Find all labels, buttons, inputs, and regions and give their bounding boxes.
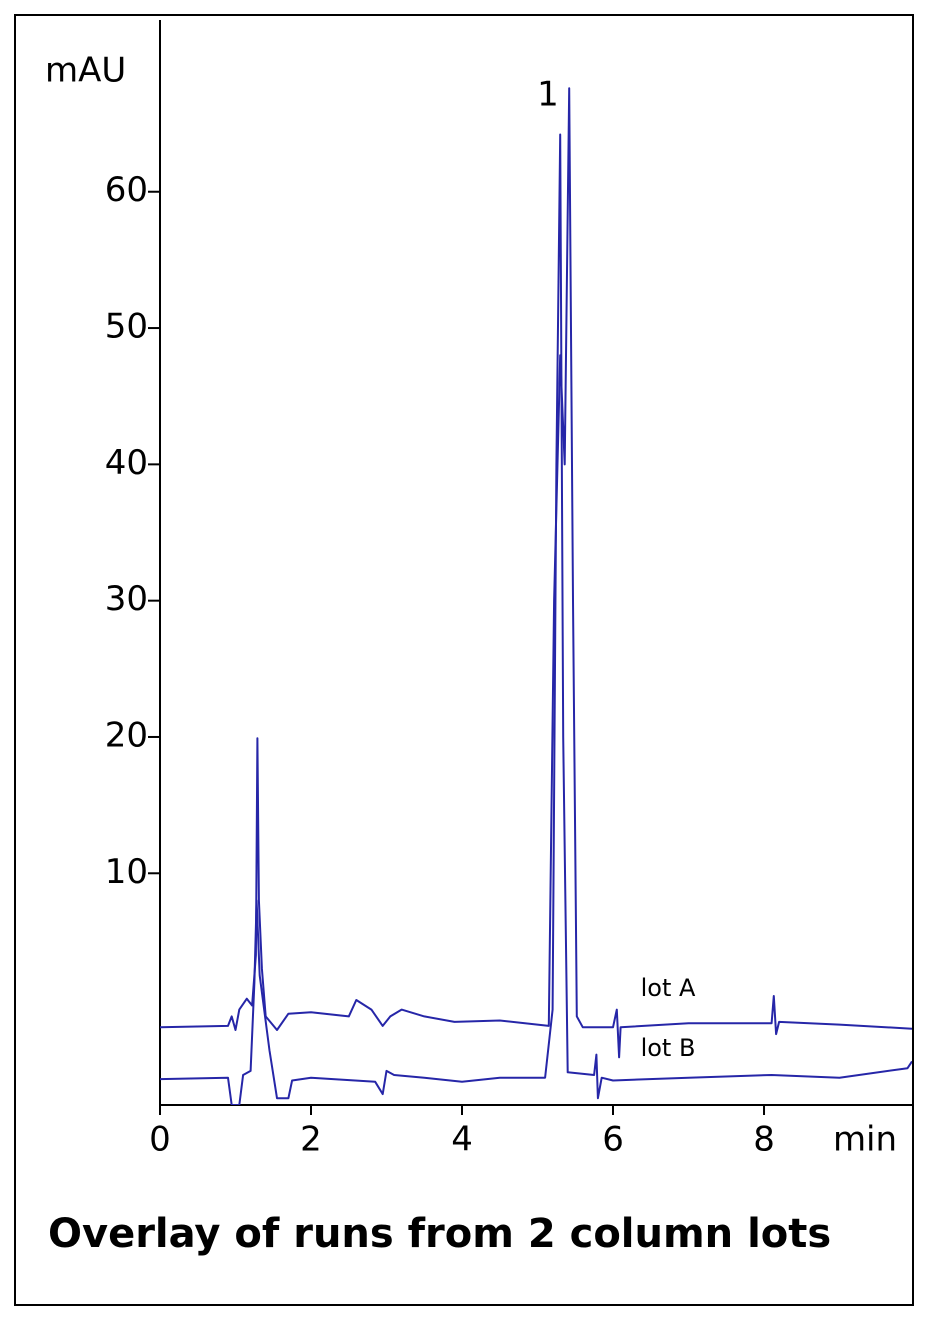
y-tick-label: 40 (105, 443, 148, 483)
series-line (160, 87, 912, 1059)
x-tick-label: 6 (602, 1120, 624, 1160)
frame (14, 14, 914, 1306)
x-tick-label: 2 (300, 1120, 322, 1160)
y-tick-label: 10 (105, 852, 148, 892)
y-tick-label: 60 (105, 170, 148, 210)
annotation: lot A (641, 974, 696, 1002)
x-tick-label: 0 (149, 1120, 171, 1160)
annotation: 1 (537, 75, 559, 115)
y-tick-label: 30 (105, 579, 148, 619)
series-line (160, 133, 912, 1105)
y-axis-label: mAU (45, 51, 126, 91)
y-tick-label: 50 (105, 307, 148, 347)
x-tick-label: 8 (753, 1120, 775, 1160)
chart-title: Overlay of runs from 2 column lots (48, 1211, 831, 1257)
annotation: lot B (641, 1034, 696, 1062)
plot-area (160, 87, 912, 1105)
y-tick-label: 20 (105, 715, 148, 755)
x-axis-label: min (833, 1120, 897, 1160)
x-tick-label: 4 (451, 1120, 473, 1160)
